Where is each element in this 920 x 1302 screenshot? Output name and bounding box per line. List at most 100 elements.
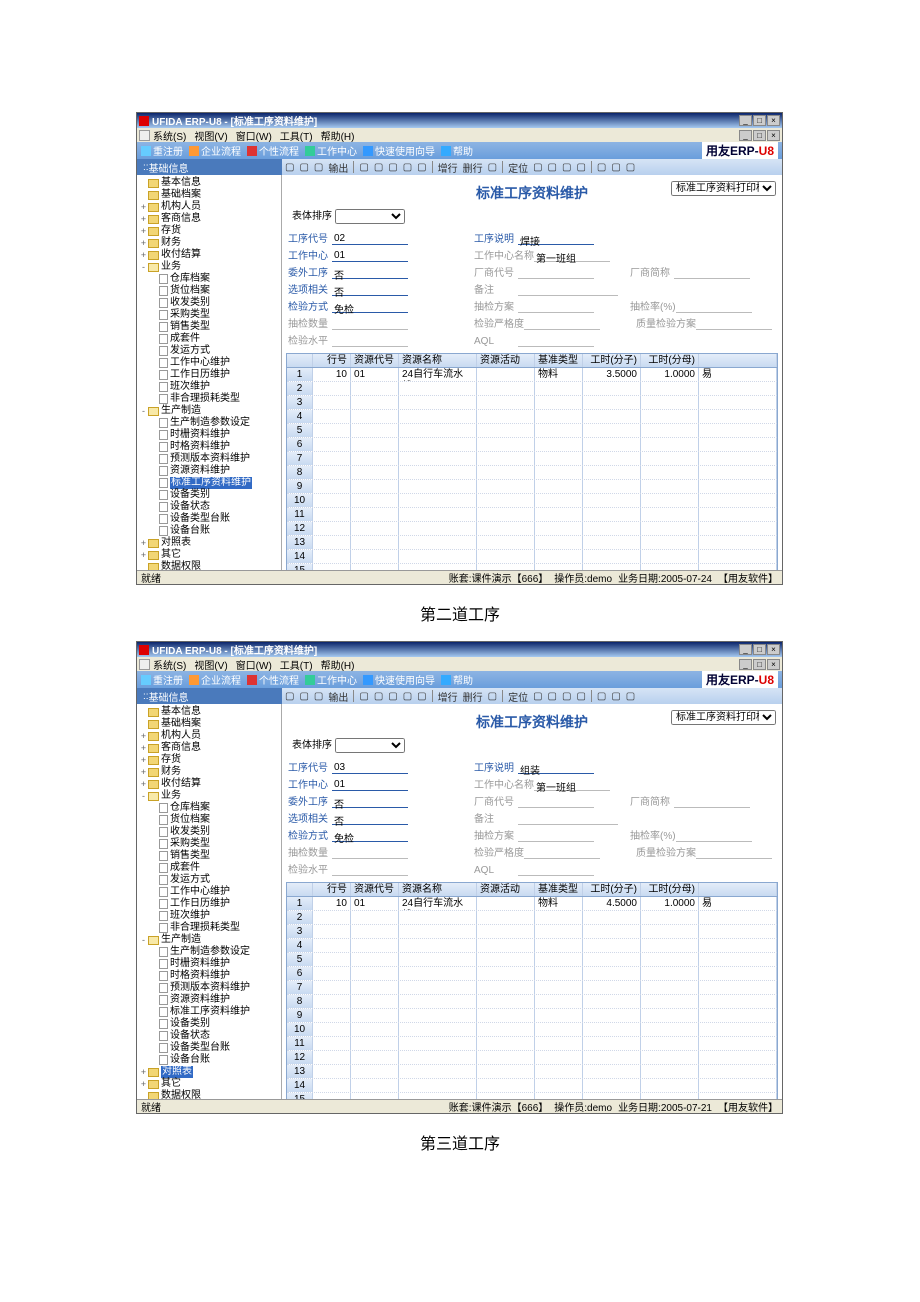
col-header[interactable]: 工时(分子) bbox=[583, 354, 641, 367]
field-check[interactable]: 免检 bbox=[332, 301, 408, 313]
table-row[interactable]: 8 bbox=[287, 466, 777, 480]
tree-item[interactable]: 采购类型 bbox=[139, 309, 281, 321]
field-check[interactable]: 免检 bbox=[332, 830, 408, 842]
sort-select[interactable] bbox=[335, 209, 405, 224]
tree-item[interactable]: 时格资料维护 bbox=[139, 441, 281, 453]
tree-item[interactable]: 货位档案 bbox=[139, 814, 281, 826]
tree-item[interactable]: -生产制造 bbox=[139, 405, 281, 417]
tree-item[interactable]: 设备台账 bbox=[139, 1054, 281, 1066]
table-row[interactable]: 9 bbox=[287, 1009, 777, 1023]
tbtn-13[interactable]: ▢ bbox=[533, 691, 542, 702]
table-row[interactable]: 3 bbox=[287, 396, 777, 410]
tree-item[interactable]: 采购类型 bbox=[139, 838, 281, 850]
tree-item[interactable]: 资源资料维护 bbox=[139, 465, 281, 477]
field-code[interactable]: 02 bbox=[332, 233, 408, 245]
col-header[interactable]: 资源代号 bbox=[351, 354, 399, 367]
tbtn-9[interactable]: 增行 bbox=[438, 689, 458, 704]
tree-item[interactable]: 销售类型 bbox=[139, 321, 281, 333]
table-row[interactable]: 4 bbox=[287, 939, 777, 953]
tree-item[interactable]: 发运方式 bbox=[139, 874, 281, 886]
tbtn-1[interactable]: ▢ bbox=[299, 162, 308, 173]
tree-item[interactable]: 设备类型台账 bbox=[139, 1042, 281, 1054]
field-remark[interactable] bbox=[518, 813, 618, 825]
max-button[interactable]: □ bbox=[753, 115, 766, 126]
col-header[interactable]: 工时(分母) bbox=[641, 883, 699, 896]
sub-max-button[interactable]: □ bbox=[753, 130, 766, 141]
tree-item[interactable]: +其它 bbox=[139, 549, 281, 561]
tbtn-7[interactable]: ▢ bbox=[403, 691, 412, 702]
tree-item[interactable]: +机构人员 bbox=[139, 201, 281, 213]
sort-select[interactable] bbox=[335, 738, 405, 753]
field-desc[interactable]: 焊接 bbox=[518, 233, 594, 245]
table-row[interactable]: 9 bbox=[287, 480, 777, 494]
tree-item[interactable]: +存货 bbox=[139, 754, 281, 766]
tbtn-9[interactable]: 增行 bbox=[438, 160, 458, 175]
func-帮助[interactable]: 帮助 bbox=[441, 143, 473, 158]
table-row[interactable]: 6 bbox=[287, 967, 777, 981]
table-row[interactable]: 2 bbox=[287, 382, 777, 396]
col-header[interactable]: 基准类型 bbox=[535, 354, 583, 367]
tbtn-14[interactable]: ▢ bbox=[548, 691, 557, 702]
tree-item[interactable]: 班次维护 bbox=[139, 381, 281, 393]
tree-item[interactable]: -生产制造 bbox=[139, 934, 281, 946]
func-快速使用向导[interactable]: 快速使用向导 bbox=[363, 143, 435, 158]
sub-max-button[interactable]: □ bbox=[753, 659, 766, 670]
table-row[interactable]: 6 bbox=[287, 438, 777, 452]
tree-item[interactable]: +客商信息 bbox=[139, 213, 281, 225]
table-row[interactable]: 11 bbox=[287, 508, 777, 522]
tree-item[interactable]: +收付结算 bbox=[139, 249, 281, 261]
max-button[interactable]: □ bbox=[753, 644, 766, 655]
func-企业流程[interactable]: 企业流程 bbox=[189, 672, 241, 687]
menu-window[interactable]: 窗口(W) bbox=[236, 657, 272, 672]
func-帮助[interactable]: 帮助 bbox=[441, 672, 473, 687]
tree-item[interactable]: 收发类别 bbox=[139, 297, 281, 309]
field-opt[interactable]: 否 bbox=[332, 813, 408, 825]
table-row[interactable]: 12 bbox=[287, 522, 777, 536]
menu-window[interactable]: 窗口(W) bbox=[236, 128, 272, 143]
tbtn-17[interactable]: ▢ bbox=[597, 162, 606, 173]
min-button[interactable]: _ bbox=[739, 115, 752, 126]
tbtn-5[interactable]: ▢ bbox=[374, 162, 383, 173]
tbtn-11[interactable]: ▢ bbox=[488, 162, 497, 173]
sub-close-button[interactable]: × bbox=[767, 130, 780, 141]
tbtn-8[interactable]: ▢ bbox=[417, 162, 426, 173]
template-select[interactable]: 标准工序资料打印模版 bbox=[671, 181, 776, 196]
menu-help[interactable]: 帮助(H) bbox=[321, 657, 355, 672]
func-个性流程[interactable]: 个性流程 bbox=[247, 672, 299, 687]
tbtn-4[interactable]: ▢ bbox=[359, 691, 368, 702]
tree-item[interactable]: 时栅资料维护 bbox=[139, 958, 281, 970]
tbtn-17[interactable]: ▢ bbox=[597, 691, 606, 702]
col-header[interactable]: 工时(分子) bbox=[583, 883, 641, 896]
tree-item[interactable]: 时格资料维护 bbox=[139, 970, 281, 982]
tree-item[interactable]: 销售类型 bbox=[139, 850, 281, 862]
tbtn-7[interactable]: ▢ bbox=[403, 162, 412, 173]
table-row[interactable]: 7 bbox=[287, 981, 777, 995]
tree-item[interactable]: 货位档案 bbox=[139, 285, 281, 297]
field-wc[interactable]: 01 bbox=[332, 250, 408, 262]
tree-item[interactable]: -业务 bbox=[139, 261, 281, 273]
tree-item[interactable]: 收发类别 bbox=[139, 826, 281, 838]
table-row[interactable]: 5 bbox=[287, 953, 777, 967]
tbtn-12[interactable]: 定位 bbox=[508, 689, 528, 704]
tree-item[interactable]: +财务 bbox=[139, 766, 281, 778]
table-row[interactable]: 7 bbox=[287, 452, 777, 466]
tree-item[interactable]: 标准工序资料维护 bbox=[139, 477, 281, 489]
tbtn-4[interactable]: ▢ bbox=[359, 162, 368, 173]
sub-min-button[interactable]: _ bbox=[739, 130, 752, 141]
tbtn-15[interactable]: ▢ bbox=[562, 691, 571, 702]
tree-item[interactable]: +对照表 bbox=[139, 1066, 281, 1078]
col-header[interactable]: 资源活动 bbox=[477, 883, 535, 896]
tree-item[interactable]: +收付结算 bbox=[139, 778, 281, 790]
tree-item[interactable]: 标准工序资料维护 bbox=[139, 1006, 281, 1018]
tbtn-14[interactable]: ▢ bbox=[548, 162, 557, 173]
col-header[interactable]: 资源代号 bbox=[351, 883, 399, 896]
tree-item[interactable]: 发运方式 bbox=[139, 345, 281, 357]
func-重注册[interactable]: 重注册 bbox=[141, 672, 183, 687]
tbtn-18[interactable]: ▢ bbox=[611, 691, 620, 702]
field-code[interactable]: 03 bbox=[332, 762, 408, 774]
tree-item[interactable]: 工作日历维护 bbox=[139, 898, 281, 910]
field-desc[interactable]: 组装 bbox=[518, 762, 594, 774]
func-重注册[interactable]: 重注册 bbox=[141, 143, 183, 158]
tbtn-3[interactable]: 输出 bbox=[328, 160, 348, 175]
tree-item[interactable]: +机构人员 bbox=[139, 730, 281, 742]
